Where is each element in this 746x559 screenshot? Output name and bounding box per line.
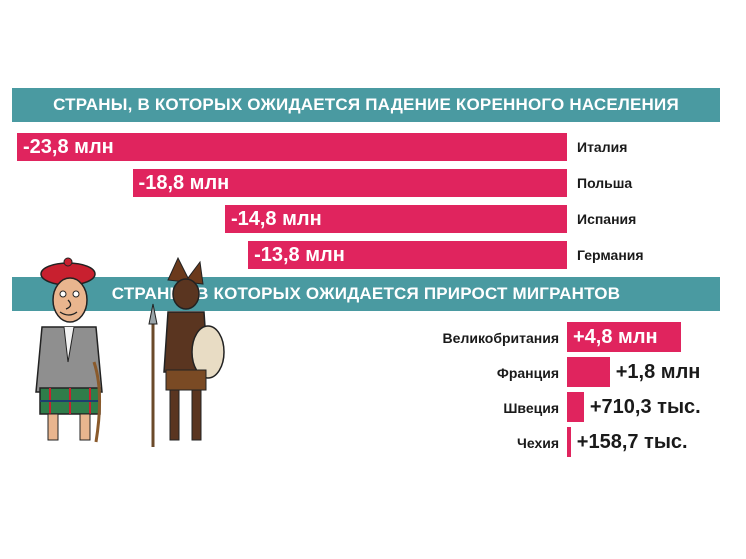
decline-country-label: Италия [577,139,628,155]
growth-country-label: Франция [496,365,559,381]
growth-country-label: Швеция [503,400,559,416]
tribesman-figure [148,256,225,447]
cartoon-characters-illustration [35,256,225,447]
decline-country-label: Германия [577,247,644,263]
decline-value-label: -18,8 млн [138,172,230,194]
decline-bar [132,169,567,197]
scotsman-figure [35,257,103,443]
growth-bar [567,322,681,352]
growth-value-label: +710,3 тыс. [589,396,701,418]
decline-country-label: Польша [577,175,633,191]
decline-value-label: -13,8 млн [254,244,345,266]
growth-bar [567,357,610,387]
decline-value-label: -14,8 млн [230,208,322,230]
decline-bar [17,133,567,161]
growth-bar [567,427,571,457]
decline-chart-title: СТРАНЫ, В КОТОРЫХ ОЖИДАЕТСЯ ПАДЕНИЕ КОРЕ… [12,88,720,122]
growth-value-label: +4,8 млн [573,326,658,348]
growth-bar [567,392,584,422]
growth-value-label: +158,7 тыс. [576,431,688,453]
growth-country-label: Великобритания [442,330,559,346]
decline-bar [224,205,567,233]
decline-country-label: Испания [577,211,637,227]
decline-bar [248,241,567,269]
growth-value-label: +1,8 млн [615,361,701,383]
growth-country-label: Чехия [517,435,559,451]
decline-value-label: -23,8 млн [23,136,114,158]
growth-chart-title: СТРАНЫ, В КОТОРЫХ ОЖИДАЕТСЯ ПРИРОСТ МИГР… [12,277,720,311]
